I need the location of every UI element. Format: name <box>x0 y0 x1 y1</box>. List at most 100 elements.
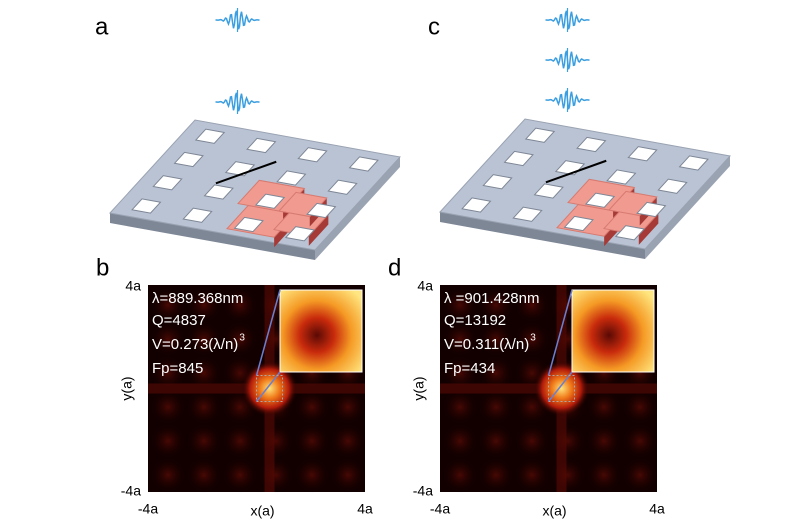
x-tick-label: 4a <box>357 501 373 517</box>
field-lobe <box>186 355 222 391</box>
field-lobe <box>150 287 186 323</box>
hole <box>246 137 277 154</box>
panel-label: d <box>388 254 401 281</box>
zoom-box <box>548 375 576 402</box>
hole <box>182 207 213 223</box>
hole <box>533 183 564 199</box>
slab-side <box>645 156 730 259</box>
hole <box>678 155 709 171</box>
panel-label: b <box>96 254 109 281</box>
field-lobe <box>442 355 478 391</box>
hole <box>636 201 667 218</box>
field-lobe <box>442 423 478 459</box>
field-lobe <box>330 457 366 493</box>
field-lobe <box>150 423 186 459</box>
x-axis-label: x(a) <box>542 503 566 519</box>
hole <box>152 175 183 191</box>
hot-spot <box>241 360 298 417</box>
hole <box>254 193 286 209</box>
figure-body: a c b 4a -4a y(a) -4a 4a x(a) λ=889.368nm Q=4837 V=… <box>95 8 731 519</box>
slab-side <box>315 157 400 260</box>
field-lobe <box>150 321 186 357</box>
field-lobe <box>586 389 622 425</box>
annotation: V=0.311(λ/n) <box>444 336 529 353</box>
field-lobe <box>222 457 258 493</box>
field-lobe <box>622 389 658 425</box>
field-lobe <box>514 321 550 357</box>
x-tick-label: -4a <box>430 501 450 517</box>
field-lobe <box>150 355 186 391</box>
field-lobe <box>186 287 222 323</box>
hole <box>482 174 513 190</box>
y-axis-label: y(a) <box>411 376 427 400</box>
x-axis-label: x(a) <box>250 503 274 519</box>
field-lobe <box>150 457 186 493</box>
cavity-side <box>638 213 659 245</box>
annotation: V=0.273(λ/n) <box>152 336 238 353</box>
inset <box>571 289 655 373</box>
y-tick-label: -4a <box>413 483 433 499</box>
hot-spot <box>533 360 590 417</box>
annotation: Q=4837 <box>152 312 206 329</box>
panel-label: a <box>95 13 109 40</box>
hole <box>627 146 658 162</box>
hole <box>657 178 688 194</box>
cavity-side <box>308 214 329 246</box>
field-lobe <box>478 355 514 391</box>
field-lobe <box>222 287 258 323</box>
y-tick-label: 4a <box>125 278 141 294</box>
annotation-exponent: 3 <box>530 333 536 344</box>
field-lobe <box>222 423 258 459</box>
field-lobe <box>258 423 294 459</box>
field-lobe <box>586 423 622 459</box>
annotation: λ =901.428nm <box>444 290 540 307</box>
hole <box>284 226 316 242</box>
x-tick-label: -4a <box>138 501 158 517</box>
zoom-line <box>255 289 281 376</box>
hole <box>131 198 162 214</box>
field-lobe <box>186 389 222 425</box>
field-lobe <box>514 287 550 323</box>
hole <box>203 184 234 200</box>
annotation-exponent: 3 <box>239 333 245 344</box>
field-lobe <box>294 389 330 425</box>
annotation: Fp=434 <box>444 360 495 377</box>
field-lobe <box>258 457 294 493</box>
field-lobe <box>514 423 550 459</box>
hole <box>173 151 204 168</box>
zoom-line <box>547 371 573 402</box>
field-lobe <box>622 457 658 493</box>
field-lobe <box>586 457 622 493</box>
zoom-line <box>547 289 573 376</box>
field-lobe <box>550 423 586 459</box>
field-lobe <box>186 321 222 357</box>
field-lobe <box>478 389 514 425</box>
field-lobe <box>442 457 478 493</box>
hole <box>584 192 616 208</box>
hole <box>576 136 607 153</box>
hole <box>276 170 307 186</box>
arrow <box>545 159 607 184</box>
y-axis-label: y(a) <box>119 376 135 400</box>
hole <box>563 215 594 232</box>
field-map <box>440 285 658 493</box>
field-lobe <box>442 321 478 357</box>
hole <box>233 216 264 233</box>
hole <box>348 156 379 172</box>
field-lobe <box>186 457 222 493</box>
y-tick-label: -4a <box>121 483 141 499</box>
hole <box>606 169 637 185</box>
field-lobe <box>330 389 366 425</box>
panel-label: c <box>428 13 440 40</box>
x-tick-label: 4a <box>649 501 665 517</box>
field-lobe <box>330 423 366 459</box>
field-lobe <box>622 423 658 459</box>
field-lobe <box>442 287 478 323</box>
hole <box>503 150 534 167</box>
field-lobe <box>442 389 478 425</box>
zoom-box <box>256 375 284 402</box>
inset <box>279 289 363 373</box>
field-map <box>148 285 366 493</box>
field-lobe <box>550 457 586 493</box>
